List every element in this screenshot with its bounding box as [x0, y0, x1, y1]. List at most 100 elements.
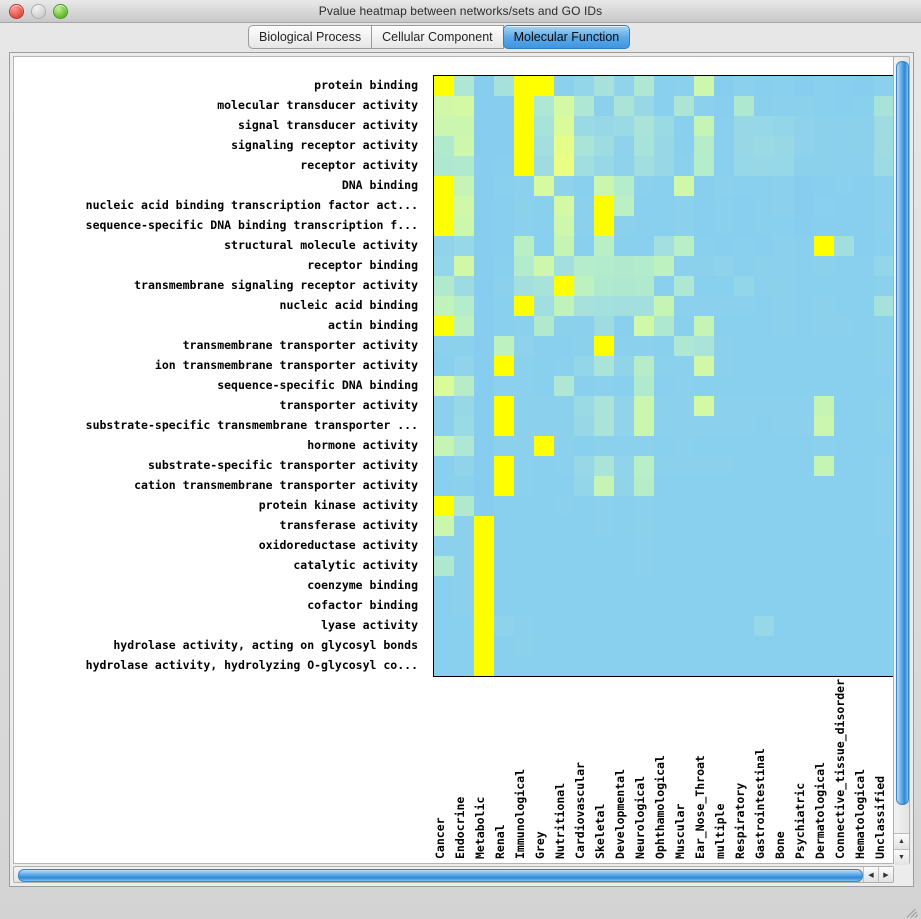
heatmap-cell[interactable] — [874, 276, 893, 296]
heatmap-cell[interactable] — [834, 496, 854, 516]
heatmap-cell[interactable] — [454, 636, 474, 656]
heatmap-cell[interactable] — [794, 416, 814, 436]
heatmap-cell[interactable] — [534, 176, 554, 196]
heatmap-cell[interactable] — [734, 296, 754, 316]
heatmap-cell[interactable] — [674, 356, 694, 376]
heatmap-cell[interactable] — [574, 516, 594, 536]
heatmap-cell[interactable] — [574, 296, 594, 316]
heatmap-cell[interactable] — [854, 96, 874, 116]
heatmap-cell[interactable] — [714, 396, 734, 416]
heatmap-cell[interactable] — [674, 516, 694, 536]
heatmap-cell[interactable] — [534, 496, 554, 516]
heatmap-cell[interactable] — [794, 116, 814, 136]
heatmap-cell[interactable] — [494, 136, 514, 156]
heatmap-cell[interactable] — [714, 656, 734, 676]
heatmap-cell[interactable] — [694, 176, 714, 196]
heatmap-cell[interactable] — [614, 256, 634, 276]
heatmap-cell[interactable] — [794, 496, 814, 516]
heatmap-cell[interactable] — [494, 276, 514, 296]
heatmap-cell[interactable] — [454, 156, 474, 176]
heatmap-cell[interactable] — [474, 356, 494, 376]
heatmap-cell[interactable] — [834, 116, 854, 136]
heatmap-cell[interactable] — [794, 596, 814, 616]
heatmap-cell[interactable] — [674, 296, 694, 316]
heatmap-cell[interactable] — [594, 636, 614, 656]
heatmap-cell[interactable] — [554, 396, 574, 416]
heatmap-cell[interactable] — [794, 476, 814, 496]
heatmap-cell[interactable] — [594, 196, 614, 216]
heatmap-cell[interactable] — [514, 456, 534, 476]
heatmap-cell[interactable] — [534, 96, 554, 116]
heatmap-cell[interactable] — [694, 416, 714, 436]
heatmap-cell[interactable] — [514, 436, 534, 456]
heatmap-cell[interactable] — [674, 416, 694, 436]
heatmap-cell[interactable] — [634, 216, 654, 236]
heatmap-cell[interactable] — [434, 196, 454, 216]
heatmap-cell[interactable] — [714, 236, 734, 256]
heatmap-cell[interactable] — [474, 656, 494, 676]
heatmap-cell[interactable] — [874, 496, 893, 516]
heatmap-cell[interactable] — [614, 456, 634, 476]
heatmap-cell[interactable] — [514, 396, 534, 416]
heatmap-cell[interactable] — [494, 396, 514, 416]
heatmap-cell[interactable] — [714, 76, 734, 96]
heatmap-cell[interactable] — [574, 416, 594, 436]
heatmap-cell[interactable] — [554, 616, 574, 636]
heatmap-cell[interactable] — [814, 476, 834, 496]
heatmap-cell[interactable] — [574, 256, 594, 276]
heatmap-cell[interactable] — [474, 116, 494, 136]
heatmap-cell[interactable] — [674, 396, 694, 416]
heatmap-cell[interactable] — [634, 516, 654, 536]
scroll-down-icon[interactable]: ▼ — [894, 849, 909, 865]
heatmap-cell[interactable] — [874, 596, 893, 616]
heatmap-cell[interactable] — [814, 416, 834, 436]
heatmap-cell[interactable] — [634, 156, 654, 176]
heatmap-cell[interactable] — [434, 296, 454, 316]
heatmap-cell[interactable] — [794, 256, 814, 276]
heatmap-cell[interactable] — [454, 516, 474, 536]
heatmap-cell[interactable] — [514, 656, 534, 676]
heatmap-cell[interactable] — [814, 296, 834, 316]
heatmap-cell[interactable] — [634, 176, 654, 196]
heatmap-cell[interactable] — [594, 336, 614, 356]
vertical-scrollbar[interactable]: ▲ ▼ — [893, 56, 910, 865]
heatmap-cell[interactable] — [434, 456, 454, 476]
heatmap-cell[interactable] — [594, 236, 614, 256]
heatmap-cell[interactable] — [434, 336, 454, 356]
heatmap-cell[interactable] — [594, 316, 614, 336]
heatmap-cell[interactable] — [514, 636, 534, 656]
heatmap-cell[interactable] — [714, 276, 734, 296]
heatmap-cell[interactable] — [614, 356, 634, 376]
heatmap-cell[interactable] — [714, 136, 734, 156]
heatmap-cell[interactable] — [674, 436, 694, 456]
heatmap-cell[interactable] — [434, 156, 454, 176]
heatmap-cell[interactable] — [594, 356, 614, 376]
heatmap-cell[interactable] — [434, 496, 454, 516]
heatmap-cell[interactable] — [814, 536, 834, 556]
heatmap-cell[interactable] — [474, 636, 494, 656]
heatmap-cell[interactable] — [714, 96, 734, 116]
heatmap-cell[interactable] — [514, 496, 534, 516]
heatmap-cell[interactable] — [754, 296, 774, 316]
heatmap-cell[interactable] — [714, 436, 734, 456]
heatmap-cell[interactable] — [814, 196, 834, 216]
heatmap-cell[interactable] — [514, 176, 534, 196]
heatmap-cell[interactable] — [874, 376, 893, 396]
heatmap-cell[interactable] — [474, 236, 494, 256]
heatmap-cell[interactable] — [594, 76, 614, 96]
heatmap-cell[interactable] — [554, 216, 574, 236]
heatmap-cell[interactable] — [554, 416, 574, 436]
heatmap-cell[interactable] — [774, 636, 794, 656]
heatmap-cell[interactable] — [814, 116, 834, 136]
heatmap-cell[interactable] — [854, 316, 874, 336]
heatmap-cell[interactable] — [534, 376, 554, 396]
heatmap-cell[interactable] — [534, 196, 554, 216]
heatmap-cell[interactable] — [734, 236, 754, 256]
heatmap-cell[interactable] — [634, 256, 654, 276]
heatmap-cell[interactable] — [734, 536, 754, 556]
heatmap-cell[interactable] — [634, 376, 654, 396]
heatmap-cell[interactable] — [634, 136, 654, 156]
heatmap-cell[interactable] — [754, 576, 774, 596]
heatmap-cell[interactable] — [854, 156, 874, 176]
heatmap-cell[interactable] — [814, 96, 834, 116]
